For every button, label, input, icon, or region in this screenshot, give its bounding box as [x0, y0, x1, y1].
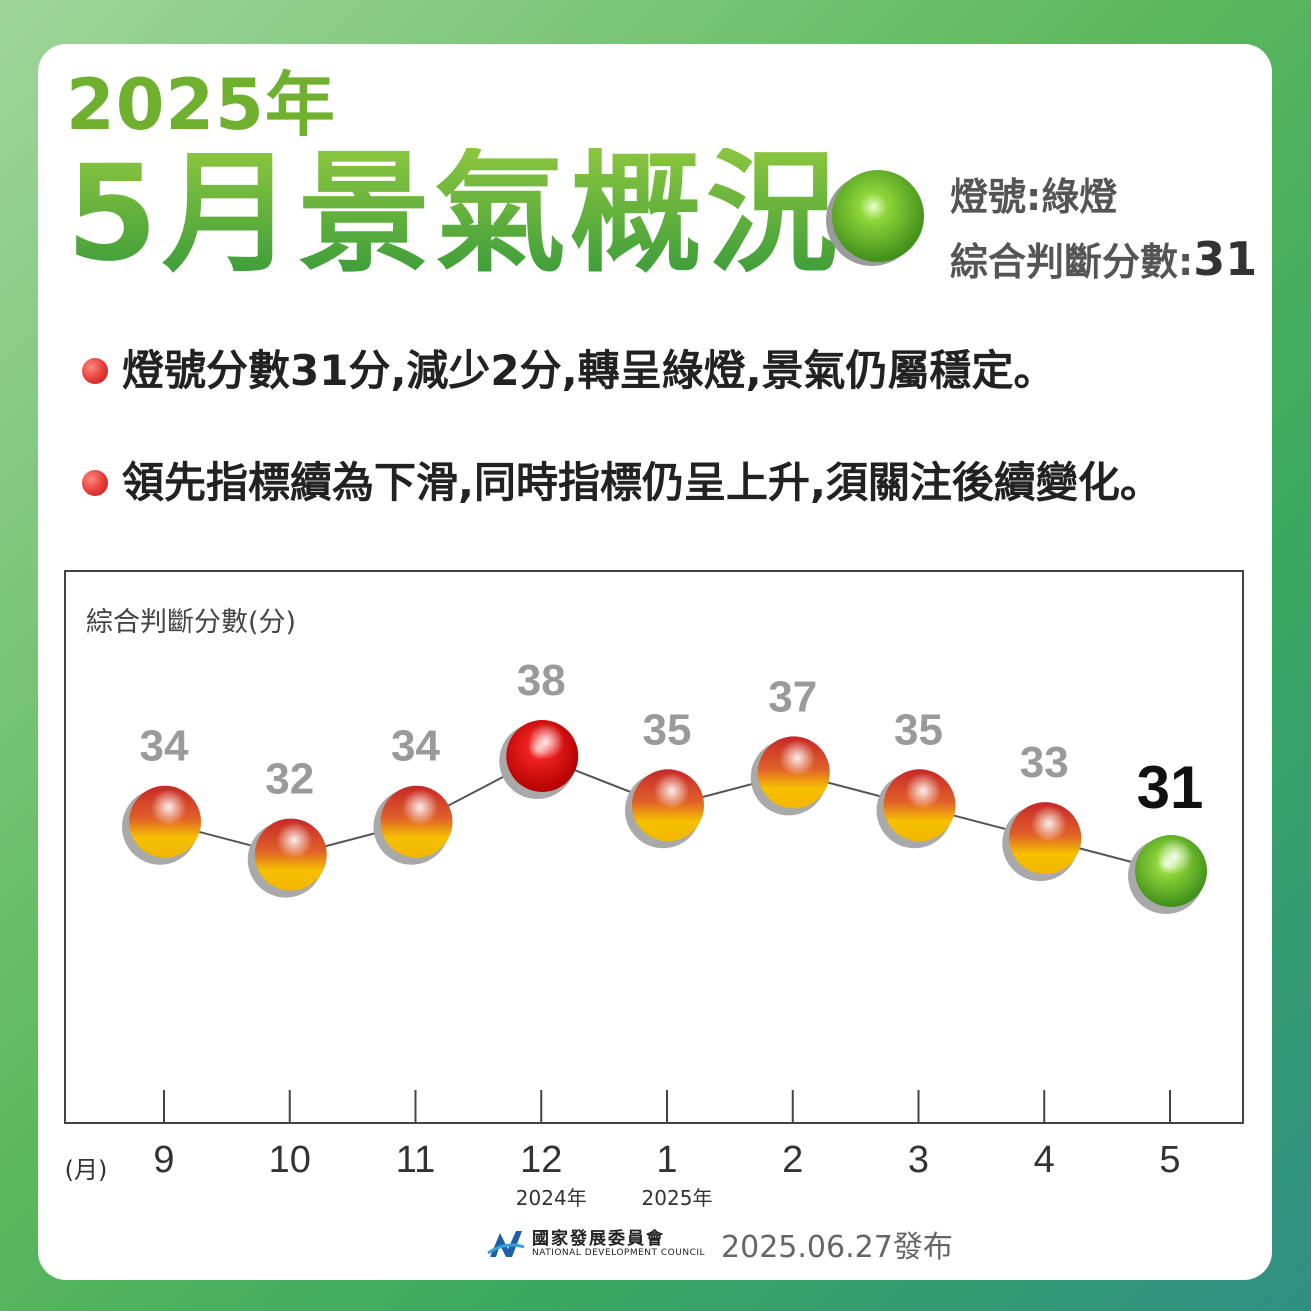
score-point-3 [876, 769, 956, 849]
data-label: 35 [643, 705, 692, 754]
year-label: 2024年 [516, 1186, 587, 1210]
bullet-2: 領先指標續為下滑,同時指標仍呈上升,須關注後續變化。 [82, 462, 1162, 504]
score-point-10 [247, 818, 327, 898]
x-tick-label: 9 [153, 1139, 174, 1181]
x-tick-label: 12 [520, 1139, 562, 1181]
bullet-dot-icon [82, 470, 108, 496]
score-point-9 [122, 785, 201, 865]
bullet-dot-icon [82, 358, 108, 384]
footer: 國家發展委員會 NATIONAL DEVELOPMENT COUNCIL 202… [486, 1222, 953, 1266]
data-label: 35 [894, 705, 943, 754]
green-signal-icon [826, 170, 924, 266]
data-label: 33 [1020, 738, 1069, 787]
chart-frame [64, 570, 1244, 1124]
release-date: 2025.06.27發布 [721, 1230, 953, 1265]
x-tick-label: 10 [269, 1139, 311, 1181]
ndc-logo-icon [487, 1231, 525, 1257]
infographic-card [38, 44, 1272, 1280]
signal-status: 燈號:綠燈 [950, 175, 1118, 219]
x-axis-label: (月) [65, 1156, 108, 1184]
data-label: 37 [768, 672, 817, 721]
chart-ylabel: 綜合判斷分數(分) [86, 607, 297, 638]
x-tick-label: 2 [782, 1139, 803, 1181]
score-point-2 [750, 736, 830, 816]
org-name-zh: 國家發展委員會 [532, 1228, 665, 1249]
score-point-4 [1002, 802, 1082, 882]
org-name-en: NATIONAL DEVELOPMENT COUNCIL [532, 1248, 706, 1259]
score-point-12 [499, 720, 579, 799]
data-label: 38 [517, 656, 566, 705]
data-label: 32 [265, 755, 314, 804]
bullet-1: 燈號分數31分,減少2分,轉呈綠燈,景氣仍屬穩定。 [82, 350, 1056, 392]
x-tick-label: 1 [656, 1139, 677, 1181]
data-label: 31 [1137, 754, 1204, 821]
score-line: 綜合判斷分數:31 [950, 236, 1257, 282]
x-tick-label: 5 [1159, 1139, 1180, 1181]
score-point-1 [625, 769, 704, 849]
data-label: 34 [391, 722, 440, 771]
score-value: 31 [1193, 232, 1258, 286]
score-point-5 [1128, 835, 1207, 914]
score-point-11 [373, 785, 453, 865]
score-label: 綜合判斷分數: [950, 240, 1194, 284]
x-tick-label: 3 [908, 1139, 929, 1181]
x-tick-label: 11 [396, 1139, 435, 1181]
data-label: 34 [140, 722, 189, 771]
bullet-1-text: 燈號分數31分,減少2分,轉呈綠燈,景氣仍屬穩定。 [122, 346, 1056, 395]
bullet-2-text: 領先指標續為下滑,同時指標仍呈上升,須關注後續變化。 [122, 458, 1162, 507]
main-title: 5月景氣概況 [66, 137, 842, 291]
year-label: 2025年 [642, 1186, 713, 1210]
year-title: 2025年 [66, 64, 336, 146]
x-tick-label: 4 [1034, 1139, 1055, 1181]
